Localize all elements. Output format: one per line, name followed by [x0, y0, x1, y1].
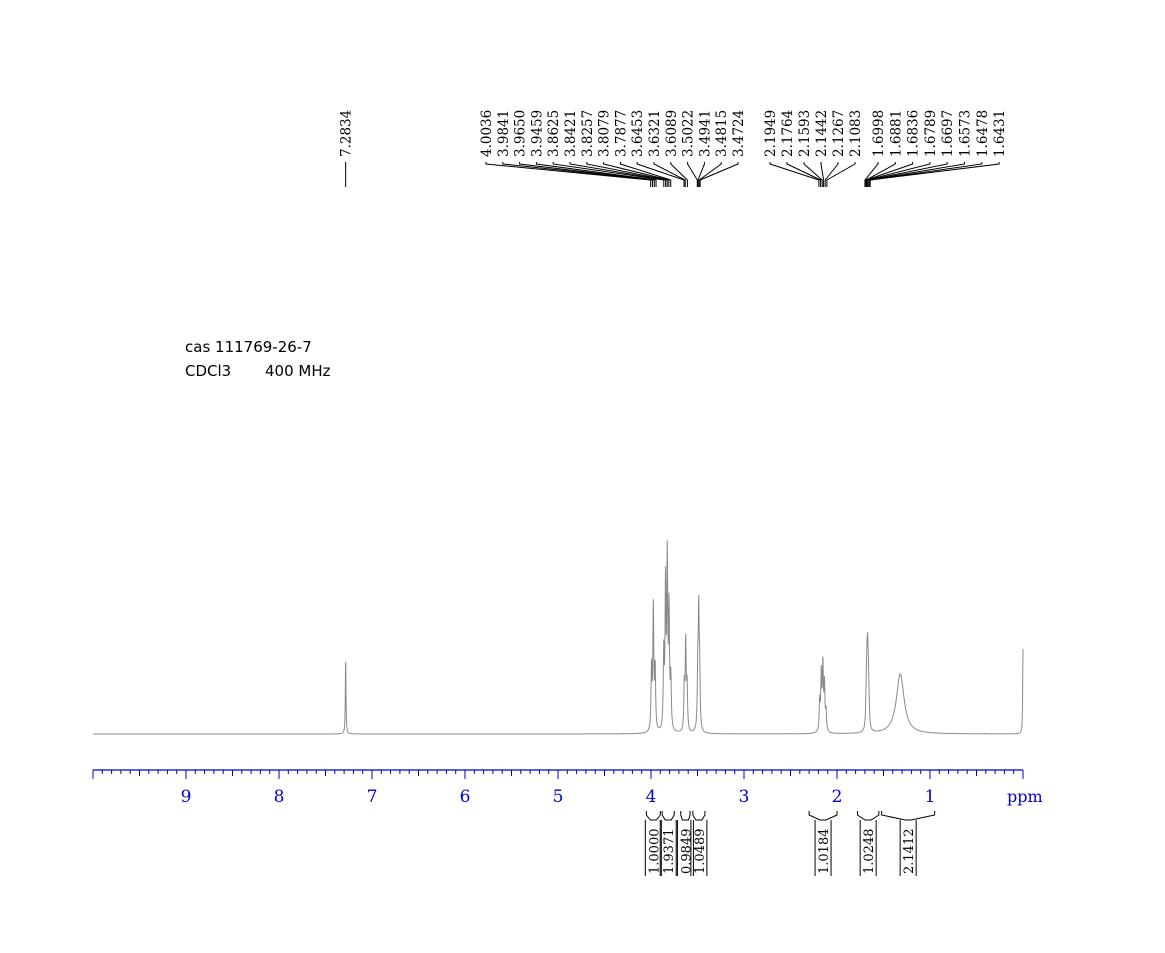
peak-connector: [866, 162, 931, 187]
peak-shift-label: 4.0036: [479, 110, 495, 157]
peak-connector: [502, 162, 653, 187]
tick-label: 8: [274, 787, 285, 807]
peak-connector: [485, 162, 652, 187]
peak-connector: [687, 162, 698, 187]
integral-bracket: [645, 811, 661, 821]
peak-shift-label: 3.5022: [681, 110, 697, 157]
peak-shift-label: 3.4724: [731, 110, 747, 157]
peak-connector: [868, 162, 965, 187]
peak-shift-label: 3.8625: [546, 110, 562, 157]
peak-connector: [653, 162, 686, 187]
peak-connector: [697, 162, 705, 187]
frequency-label: 400 MHz: [265, 362, 331, 380]
tick-label: 9: [181, 787, 192, 807]
peak-connector: [786, 162, 822, 187]
solvent-label: CDCl3: [185, 362, 232, 380]
peak-connector: [552, 162, 665, 187]
peak-connector: [535, 162, 657, 187]
peak-label-layer: 7.2834 4.0036 3.9841 3.9650 3.9459 3.8625 3.84…: [339, 110, 1008, 187]
peak-shift-label: 2.1442: [814, 110, 830, 157]
tick-label: 2: [832, 787, 843, 807]
peak-connector: [769, 162, 820, 187]
peak-shift-label: 3.9841: [496, 110, 512, 157]
peak-connector: [670, 162, 688, 187]
integral-value-label: 1.0184: [817, 829, 832, 875]
integral-value-label: 1.0248: [862, 829, 877, 875]
spectrum-layer: [93, 540, 1024, 735]
tick-label: 1: [925, 787, 936, 807]
peak-shift-label: 1.6836: [906, 110, 922, 157]
peak-shift-label: 3.4815: [714, 110, 730, 157]
peak-shift-label: 3.6089: [664, 110, 680, 157]
peak-shift-label: 2.1593: [797, 110, 813, 157]
peak-shift-label: 3.4941: [697, 110, 713, 157]
peak-connector: [867, 162, 948, 187]
peak-shift-label: 3.6453: [630, 110, 646, 157]
peak-shift-label: 1.6573: [958, 110, 974, 157]
peak-connector: [698, 162, 722, 187]
integral-value-label: 1.0000: [647, 829, 662, 875]
peak-connector: [864, 162, 879, 187]
tick-label: 3: [739, 787, 750, 807]
peak-shift-label: 3.8421: [563, 110, 579, 157]
tick-label: 4: [646, 787, 657, 807]
integral-value-label: 2.1412: [902, 829, 917, 875]
peak-shift-label: 1.6697: [940, 110, 956, 157]
peak-shift-label: 1.6431: [992, 110, 1008, 157]
peak-connector: [619, 162, 672, 187]
integral-bracket: [661, 811, 675, 821]
tick-label: 7: [367, 787, 378, 807]
peak-shift-label: 2.1267: [831, 110, 847, 157]
peak-connector: [824, 162, 839, 187]
peak-connector: [699, 162, 739, 187]
tick-label: 6: [460, 787, 471, 807]
peak-connector: [826, 162, 856, 187]
peak-connector: [603, 162, 670, 187]
peak-shift-label: 1.6789: [923, 110, 939, 157]
axis-unit-label: ppm: [1007, 787, 1043, 806]
peak-shift-label: 1.6881: [888, 110, 904, 157]
peak-shift-label: 1.6998: [871, 110, 887, 157]
peak-shift-label: 3.7877: [613, 110, 629, 157]
peak-connector: [803, 162, 823, 187]
peak-shift-label: 1.6478: [975, 110, 991, 157]
integral-bracket: [881, 811, 936, 821]
peak-shift-label: 2.1764: [780, 110, 796, 157]
peak-connector: [869, 162, 1000, 187]
tick-label: 5: [553, 787, 564, 807]
peak-shift-label: 3.9459: [529, 110, 545, 157]
peak-connector: [586, 162, 668, 187]
integral-bracket: [692, 811, 706, 821]
spectrum-trace: [93, 540, 1024, 735]
peak-connector: [820, 162, 825, 187]
integral-value-label: 1.0489: [693, 829, 708, 875]
peak-shift-label: 2.1083: [848, 110, 864, 157]
integral-bracket: [808, 811, 838, 821]
peak-shift-label: 3.9650: [513, 110, 529, 157]
peak-shift-label: 3.6321: [647, 110, 663, 157]
sample-cas-label: cas 111769-26-7: [185, 338, 312, 356]
peak-connector: [636, 162, 685, 187]
peak-connector: [519, 162, 655, 187]
integral-value-label: 1.9371: [662, 829, 677, 875]
ppm-axis: 9 8 7 6 5 4 3 2 1 ppm: [92, 769, 1043, 807]
integral-bracket: [680, 811, 691, 821]
peak-shift-label: 7.2834: [339, 110, 355, 157]
peak-shift-label: 3.8257: [580, 110, 596, 157]
peak-shift-label: 3.8079: [597, 110, 613, 157]
peak-shift-label: 2.1949: [763, 110, 779, 157]
integral-bracket: [856, 811, 880, 821]
peak-connector: [569, 162, 667, 187]
